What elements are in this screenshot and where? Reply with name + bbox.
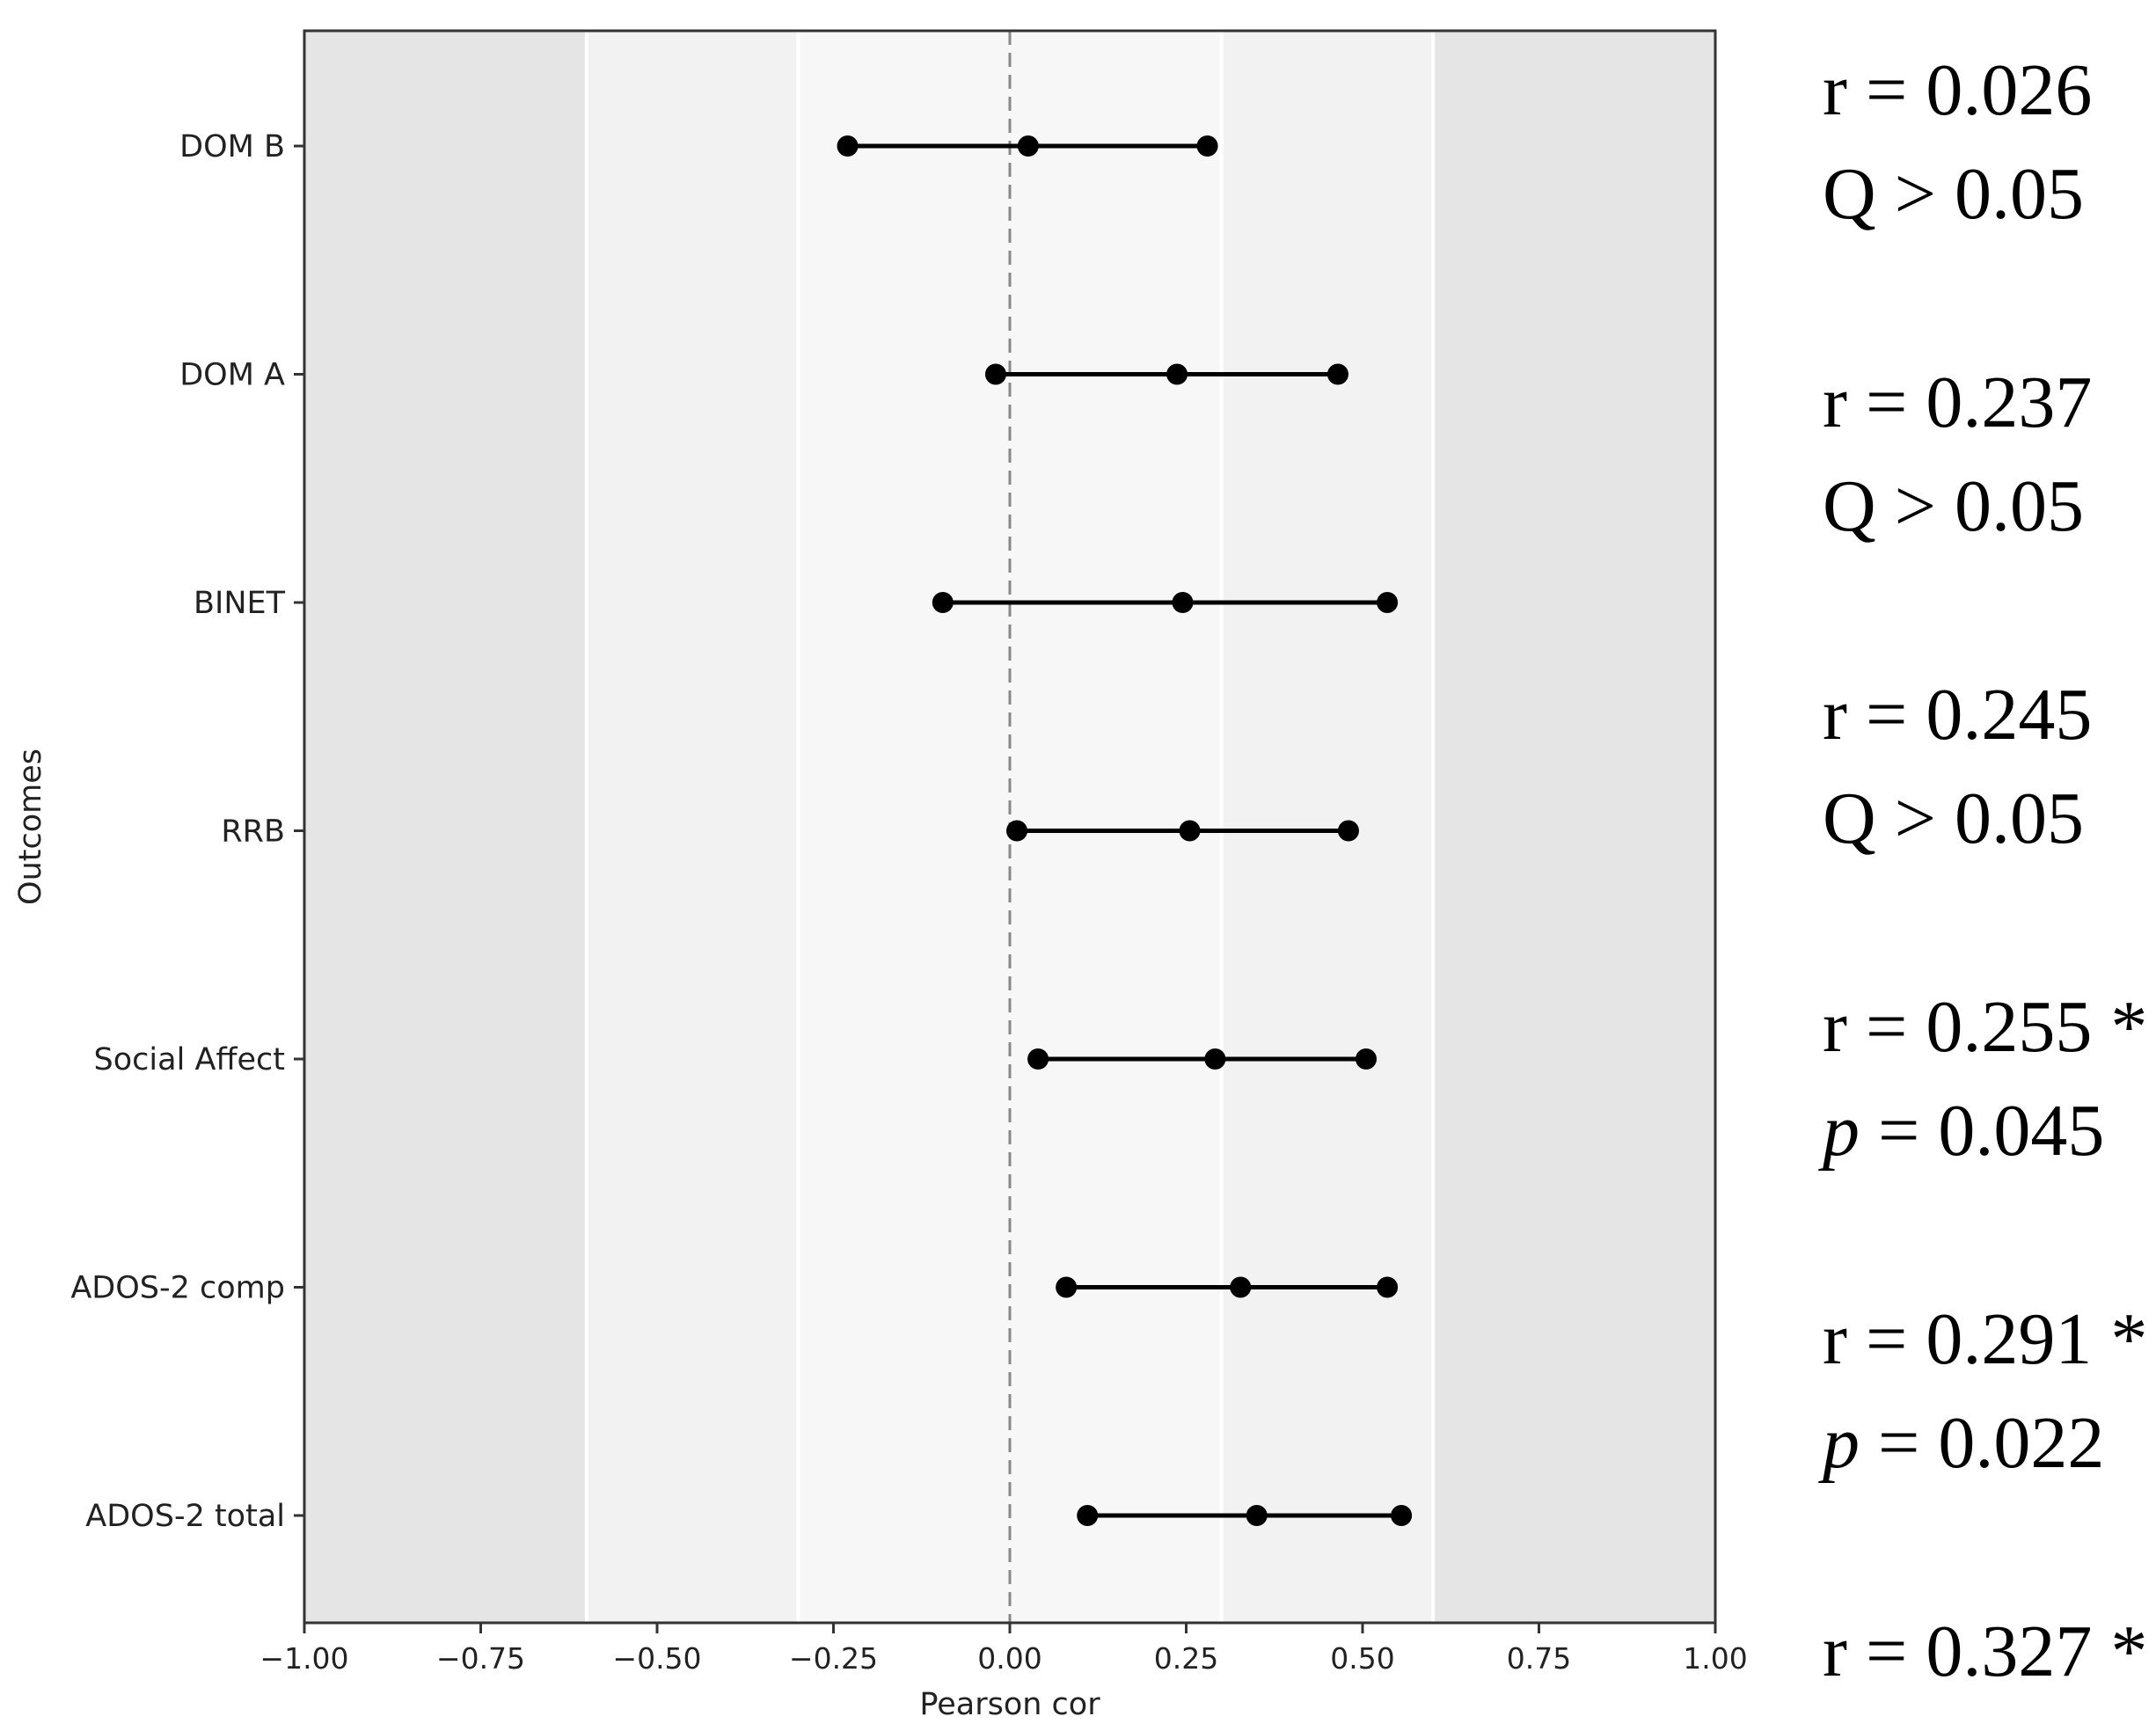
ci-lower-point xyxy=(1006,820,1028,842)
ci-lower-point xyxy=(932,592,954,613)
x-tick-label: 1.00 xyxy=(1683,1641,1747,1676)
annotation-r: r = 0.255 * xyxy=(1823,986,2147,1068)
category-label: RRB xyxy=(221,814,285,850)
x-tick-label: 0.25 xyxy=(1154,1641,1218,1676)
ci-upper-point xyxy=(1391,1505,1413,1526)
annotation-r: r = 0.237 xyxy=(1823,362,2092,443)
ci-lower-point xyxy=(1056,1276,1078,1298)
annotation-significance: p = 0.045 xyxy=(1818,1090,2104,1172)
category-label: BINET xyxy=(194,586,286,621)
category-label: ADOS-2 total xyxy=(85,1499,285,1534)
background-band xyxy=(1221,31,1434,1623)
annotation-r: r = 0.026 xyxy=(1823,49,2092,131)
x-tick-label: −0.75 xyxy=(436,1641,525,1676)
x-tick-label: −0.25 xyxy=(789,1641,878,1676)
ci-lower-point xyxy=(1077,1505,1099,1526)
estimate-point xyxy=(1166,363,1188,385)
x-tick-label: 0.75 xyxy=(1507,1641,1571,1676)
ci-upper-point xyxy=(1356,1048,1378,1070)
estimate-point xyxy=(1230,1276,1252,1298)
ci-upper-point xyxy=(1337,820,1359,842)
x-tick-label: −1.00 xyxy=(259,1641,348,1676)
ci-upper-point xyxy=(1326,363,1348,385)
y-axis-title: Outcomes xyxy=(13,749,48,905)
background-band xyxy=(304,31,587,1623)
estimate-point xyxy=(1172,592,1194,613)
background-band xyxy=(1433,31,1715,1623)
estimate-point xyxy=(1179,820,1201,842)
ci-lower-point xyxy=(1027,1048,1049,1070)
ci-upper-point xyxy=(1377,592,1399,613)
category-label: DOM B xyxy=(179,129,285,164)
category-label: ADOS-2 comp xyxy=(70,1271,285,1306)
annotation-r: r = 0.245 xyxy=(1823,674,2092,756)
ci-lower-point xyxy=(984,363,1006,385)
ci-lower-point xyxy=(837,135,859,157)
x-tick-label: 0.50 xyxy=(1330,1641,1394,1676)
ci-upper-point xyxy=(1196,135,1218,157)
estimate-point xyxy=(1204,1048,1226,1070)
annotation-r: r = 0.291 * xyxy=(1823,1298,2147,1380)
x-tick-label: 0.00 xyxy=(977,1641,1041,1676)
estimate-point xyxy=(1246,1505,1268,1526)
annotation-significance: Q > 0.05 xyxy=(1823,465,2084,547)
background-band xyxy=(586,31,799,1623)
x-axis-title: Pearson cor xyxy=(919,1687,1100,1722)
estimate-point xyxy=(1017,135,1039,157)
annotation-r: r = 0.327 * xyxy=(1823,1610,2147,1692)
annotation-significance: Q > 0.05 xyxy=(1823,778,2084,859)
annotation-significance: Q > 0.05 xyxy=(1823,153,2084,235)
ci-upper-point xyxy=(1377,1276,1399,1298)
category-label: DOM A xyxy=(179,358,285,393)
category-label: Social Affect xyxy=(94,1042,285,1077)
x-tick-label: −0.50 xyxy=(612,1641,701,1676)
annotation-significance: p = 0.022 xyxy=(1818,1402,2104,1484)
